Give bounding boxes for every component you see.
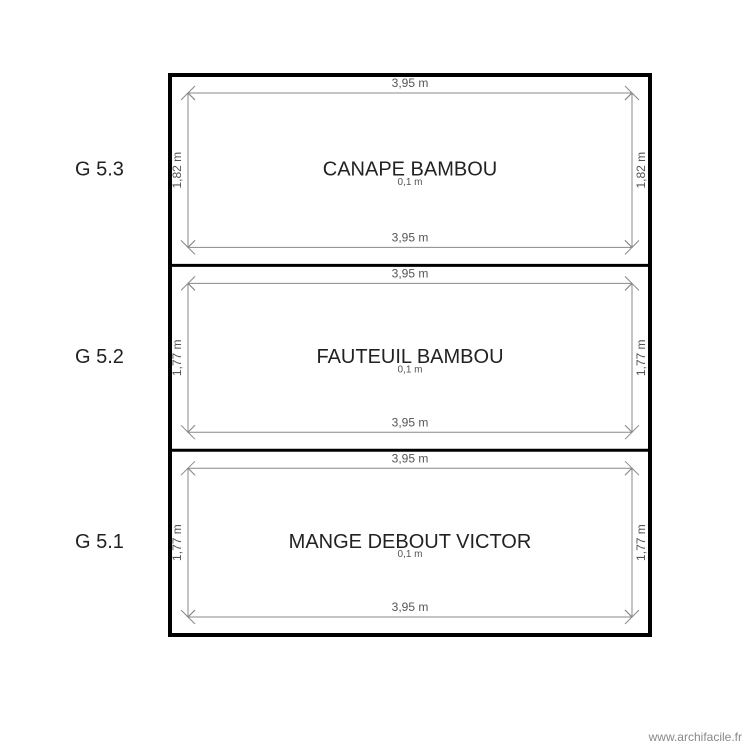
floorplan-diagram: G 5.3CANAPE BAMBOU0,1 m3,95 m3,95 m1,82 … — [0, 0, 750, 750]
watermark: www.archifacile.fr — [649, 730, 742, 744]
svg-text:1,82 m: 1,82 m — [170, 152, 184, 189]
svg-text:0,1 m: 0,1 m — [397, 177, 422, 188]
svg-text:0,1 m: 0,1 m — [397, 549, 422, 560]
svg-text:G 5.3: G 5.3 — [75, 158, 124, 180]
svg-text:3,95 m: 3,95 m — [392, 267, 429, 281]
svg-text:3,95 m: 3,95 m — [392, 415, 429, 429]
svg-text:G 5.2: G 5.2 — [75, 346, 124, 368]
svg-text:G 5.1: G 5.1 — [75, 531, 124, 553]
svg-text:3,95 m: 3,95 m — [392, 76, 429, 90]
svg-text:1,77 m: 1,77 m — [170, 339, 184, 376]
svg-text:1,77 m: 1,77 m — [170, 524, 184, 561]
svg-text:3,95 m: 3,95 m — [392, 451, 429, 465]
svg-text:0,1 m: 0,1 m — [397, 364, 422, 375]
svg-text:3,95 m: 3,95 m — [392, 231, 429, 245]
svg-text:1,77 m: 1,77 m — [634, 339, 648, 376]
svg-text:3,95 m: 3,95 m — [392, 600, 429, 614]
svg-text:1,82 m: 1,82 m — [634, 152, 648, 189]
svg-text:1,77 m: 1,77 m — [634, 524, 648, 561]
